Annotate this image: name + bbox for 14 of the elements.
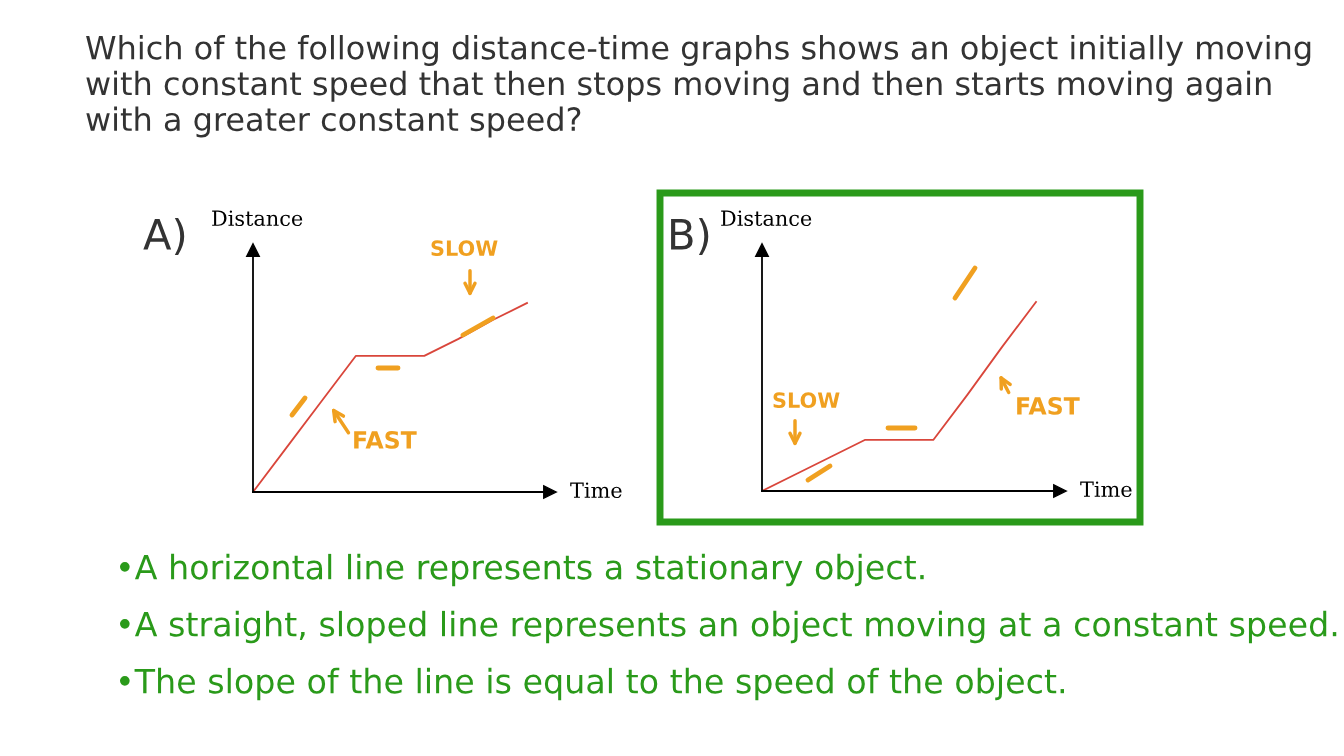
text: SLOW <box>431 240 498 257</box>
text: •A horizontal line represents a stationary object. <box>119 553 924 587</box>
text: •A straight, sloped line represents an object moving at a constant speed. <box>119 610 1337 644</box>
x-axis-title: Time <box>570 482 622 499</box>
annotation: FAST <box>354 430 417 449</box>
x-axis-title: Time <box>1080 481 1132 498</box>
annotation: SLOW <box>773 392 840 409</box>
annotation: FAST <box>1017 396 1080 415</box>
chart-title: A) <box>143 217 185 255</box>
text: Which of the following distance-time graphs shows an object initially moving with constant speed that then stops moving and then starts moving again with a greater constant speed? <box>86 35 1311 138</box>
text: •The slope of the line is equal to the speed of the object. <box>119 667 1065 701</box>
y-axis-title: Distance <box>721 210 812 227</box>
y-axis-title: Distance <box>212 210 303 227</box>
chart-title: B) <box>671 217 709 255</box>
